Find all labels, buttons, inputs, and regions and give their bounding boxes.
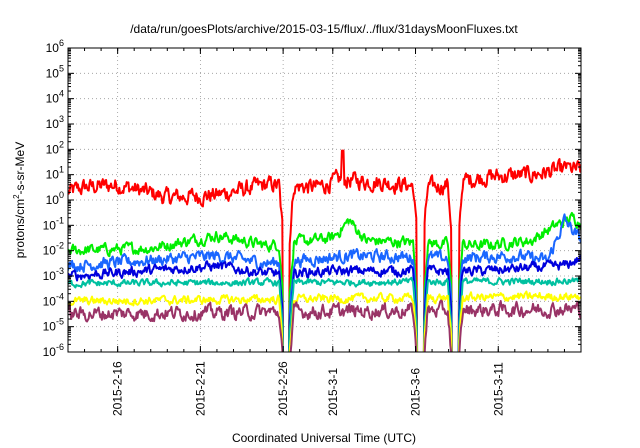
x-tick-label: 2015-2-16 [111, 361, 125, 416]
x-tick-label: 2015-3-6 [409, 368, 423, 416]
y-tick-exp: -1 [56, 215, 64, 225]
series-line-6 [68, 299, 581, 352]
y-tick-base: 10 [46, 142, 60, 156]
x-tick-label: 2015-3-11 [491, 362, 505, 416]
y-tick-label: 103 [46, 114, 64, 131]
series-line-0 [68, 149, 581, 352]
y-tick-base: 10 [43, 269, 57, 283]
series-line-5 [68, 290, 581, 352]
y-tick-exp: 6 [59, 38, 64, 48]
y-tick-exp: 2 [59, 139, 64, 149]
y-tick-label: 10-1 [43, 215, 64, 232]
y-tick-label: 10-5 [43, 317, 64, 334]
y-label-rest: -s-sr-MeV [13, 142, 27, 195]
x-tick-label: 2015-3-1 [326, 368, 340, 416]
y-tick-label: 101 [46, 165, 64, 182]
y-tick-label: 10-6 [43, 342, 64, 359]
y-tick-exp: -5 [56, 317, 64, 327]
y-tick-exp: -6 [56, 342, 64, 352]
y-tick-exp: 1 [59, 165, 64, 175]
y-tick-base: 10 [46, 168, 60, 182]
y-axis-label: protons/cm2-s-sr-MeV [12, 142, 27, 258]
y-tick-base: 10 [43, 244, 57, 258]
y-axis-ticks: 10610510410310210110010-110-210-310-410-… [43, 38, 581, 359]
y-label-main: protons/cm [13, 199, 27, 258]
y-tick-base: 10 [46, 117, 60, 131]
series-line-3 [68, 254, 581, 352]
plot-frame [67, 47, 582, 353]
y-tick-base: 10 [46, 193, 60, 207]
x-tick-label: 2015-2-21 [193, 361, 207, 416]
y-tick-base: 10 [46, 66, 60, 80]
y-tick-exp: 5 [59, 63, 64, 73]
x-axis-label: Coordinated Universal Time (UTC) [232, 431, 416, 445]
y-tick-label: 106 [46, 38, 64, 55]
x-axis-ticks: 2015-2-16 2015-2-21 2015-2-26 2015-3-1 2015-… [84, 48, 565, 416]
y-tick-exp: -3 [56, 266, 64, 276]
y-tick-exp: -2 [56, 241, 64, 251]
y-tick-label: 102 [46, 139, 64, 156]
y-tick-label: 104 [46, 89, 64, 106]
y-tick-label: 10-4 [43, 291, 64, 308]
series-line-4 [68, 276, 581, 352]
y-label-sup: 2 [12, 194, 21, 199]
y-tick-base: 10 [46, 41, 60, 55]
series-lines [68, 149, 581, 352]
y-tick-base: 10 [43, 345, 57, 359]
y-tick-base: 10 [46, 92, 60, 106]
y-tick-exp: 4 [59, 89, 64, 99]
y-tick-base: 10 [43, 294, 57, 308]
y-tick-exp: -4 [56, 291, 64, 301]
y-tick-exp: 0 [59, 190, 64, 200]
chart-title: /data/run/goesPlots/archive/2015-03-15/f… [130, 22, 518, 36]
y-tick-base: 10 [43, 320, 57, 334]
series-line-1 [68, 211, 581, 352]
y-tick-label: 105 [46, 63, 64, 80]
y-tick-label: 10-2 [43, 241, 64, 258]
y-tick-label: 100 [46, 190, 64, 207]
x-tick-label: 2015-2-26 [276, 361, 290, 416]
series-line-2 [68, 213, 581, 352]
y-tick-label: 10-3 [43, 266, 64, 283]
y-tick-base: 10 [43, 218, 57, 232]
y-tick-exp: 3 [59, 114, 64, 124]
